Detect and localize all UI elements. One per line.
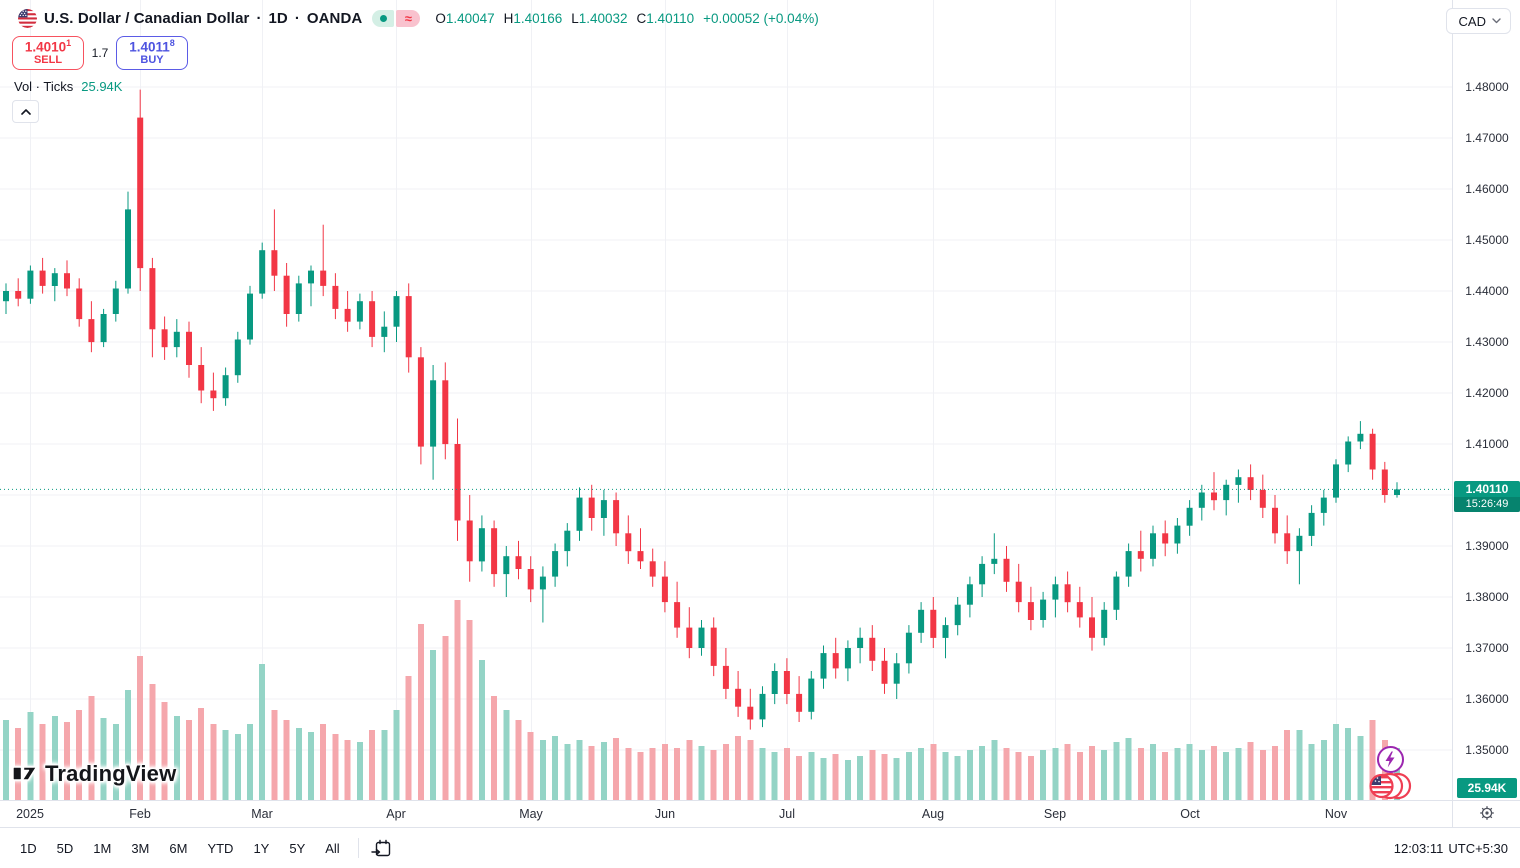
range-button-5y[interactable]: 5Y (289, 840, 306, 856)
volume-legend-label: Vol · Ticks (14, 79, 74, 94)
price-axis-label: 1.35000 (1465, 743, 1509, 757)
price-axis-label: 1.47000 (1465, 131, 1509, 145)
bottom-toolbar: 1D 5D 1M 3M 6M YTD 1Y 5Y All 12:03:11 UTC+5:30 (0, 827, 1520, 868)
separator-dot: · (256, 10, 262, 27)
tradingview-watermark: TradingView (12, 760, 176, 787)
sell-price: 1.4010 (24, 39, 67, 55)
price-axis-label: 1.46000 (1465, 182, 1509, 196)
go-to-date-button[interactable] (367, 835, 395, 861)
range-button-1y[interactable]: 1Y (253, 840, 270, 856)
collapse-legend-button[interactable] (12, 100, 39, 123)
watermark-brand: TradingView (45, 760, 177, 786)
delayed-data-icon[interactable]: ≈ (396, 10, 421, 27)
time-axis-label: Oct (1180, 807, 1200, 821)
time-axis-label: Aug (921, 807, 945, 821)
symbol-header: U.S. Dollar / Canadian Dollar · 1D · OAN… (18, 9, 819, 28)
current-volume-badge: 25.94K (1457, 778, 1517, 798)
buy-button[interactable]: 1.40118 BUY (116, 36, 188, 70)
price-axis-label: 1.37000 (1465, 641, 1509, 655)
currency-coins-icon (1369, 772, 1412, 800)
symbol-title[interactable]: U.S. Dollar / Canadian Dollar (44, 10, 250, 27)
bar-countdown: 15:26:49 (1454, 497, 1520, 512)
price-axis-label: 1.44000 (1465, 284, 1509, 298)
time-axis-label: Feb (129, 807, 151, 821)
range-button-1d[interactable]: 1D (20, 840, 37, 856)
range-button-5d[interactable]: 5D (56, 840, 74, 856)
buy-label: BUY (140, 54, 164, 67)
currency-dropdown[interactable]: CAD (1445, 8, 1511, 34)
price-axis-label: 1.48000 (1465, 80, 1509, 94)
price-axis-label: 1.45000 (1465, 233, 1509, 247)
open-label: O (435, 11, 446, 26)
range-button-3m[interactable]: 3M (131, 840, 150, 856)
open-value: 1.40047 (445, 11, 495, 26)
price-axis-label: 1.42000 (1465, 386, 1509, 400)
chevron-down-icon (1492, 18, 1501, 24)
volume-legend: Vol · Ticks 25.94K (14, 79, 122, 94)
ohlc-readout: O1.40047 H1.40166 L1.40032 C1.40110 +0.0… (435, 11, 818, 26)
low-value: 1.40032 (578, 11, 628, 26)
price-axis-label: 1.43000 (1465, 335, 1509, 349)
price-axis-label: 1.39000 (1465, 539, 1509, 553)
clock-time: 12:03:11 (1393, 840, 1444, 856)
change-value: +0.00052 (+0.04%) (703, 11, 819, 26)
time-axis-label: Jun (654, 807, 676, 821)
lightning-icon (1377, 746, 1404, 773)
us-flag-icon (18, 9, 37, 28)
price-axis-label: 1.36000 (1465, 692, 1509, 706)
time-axis-label: Mar (251, 807, 273, 821)
tradingview-logo-icon (12, 766, 38, 781)
spread-value: 1.7 (91, 46, 109, 60)
buy-price-pip: 8 (169, 38, 175, 49)
boost-button[interactable] (1376, 745, 1405, 779)
current-price-value: 1.40110 (1465, 482, 1509, 496)
close-label: C (636, 11, 647, 26)
low-label: L (571, 11, 579, 26)
market-open-dot-icon (379, 15, 387, 22)
chart-plot-area[interactable] (0, 0, 1452, 800)
price-axis-label: 1.38000 (1465, 590, 1509, 604)
volume-legend-value: 25.94K (81, 79, 123, 94)
trade-panel: 1.40101 SELL 1.7 1.40118 BUY (12, 36, 188, 70)
close-value: 1.40110 (646, 11, 695, 26)
currency-dropdown-value: CAD (1458, 13, 1486, 29)
candlestick-chart[interactable] (0, 0, 1452, 800)
range-button-all[interactable]: All (325, 840, 340, 856)
price-axis[interactable]: 1.48000 1.47000 1.46000 1.45000 1.44000 1.430… (1452, 0, 1520, 800)
scale-settings-gear-icon[interactable] (1477, 803, 1497, 823)
market-status-pills[interactable]: ≈ (372, 10, 421, 27)
high-value: 1.40166 (513, 11, 563, 26)
time-axis-label: Jul (779, 807, 795, 821)
interval-label[interactable]: 1D (268, 10, 288, 27)
sell-button[interactable]: 1.40101 SELL (12, 36, 84, 70)
toolbar-divider (357, 838, 359, 858)
time-axis-label: Sep (1043, 807, 1067, 821)
time-axis[interactable]: 2025 Feb Mar Apr May Jun Jul Aug Sep Oct Nov (0, 800, 1452, 827)
calendar-goto-icon (371, 839, 390, 856)
exchange-label[interactable]: OANDA (306, 10, 363, 27)
range-button-1m[interactable]: 1M (93, 840, 112, 856)
sell-price-pip: 1 (66, 38, 72, 49)
range-button-ytd[interactable]: YTD (207, 840, 234, 856)
time-axis-label: Apr (386, 807, 406, 821)
time-axis-label: Nov (1324, 807, 1348, 821)
session-clock[interactable]: 12:03:11 UTC+5:30 (1394, 841, 1508, 856)
time-axis-label: May (519, 807, 543, 821)
sell-label: SELL (33, 54, 63, 67)
market-open-indicator[interactable] (372, 10, 395, 27)
separator-dot: · (294, 10, 300, 27)
buy-price: 1.4011 (129, 39, 170, 55)
chevron-up-icon (20, 108, 31, 115)
time-axis-label: 2025 (16, 807, 44, 821)
current-price-badge: 1.40110 15:26:49 (1454, 481, 1520, 512)
timezone-button[interactable]: UTC+5:30 (1448, 840, 1508, 856)
high-label: H (503, 11, 514, 26)
range-button-6m[interactable]: 6M (169, 840, 188, 856)
date-range-buttons: 1D 5D 1M 3M 6M YTD 1Y 5Y All (10, 836, 350, 861)
price-axis-label: 1.41000 (1465, 437, 1509, 451)
related-instruments-button[interactable] (1368, 771, 1412, 806)
